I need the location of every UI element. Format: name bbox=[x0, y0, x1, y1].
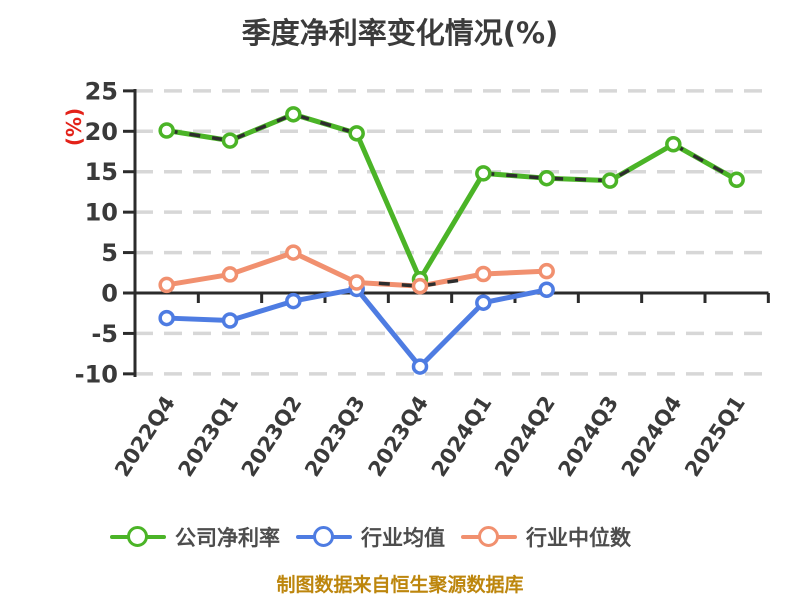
series-markers-1 bbox=[158, 280, 555, 375]
legend-label: 行业中位数 bbox=[526, 526, 631, 550]
grid-lines bbox=[135, 89, 769, 376]
legend-label: 行业均值 bbox=[361, 526, 445, 550]
svg-text:2024Q1: 2024Q1 bbox=[427, 392, 497, 481]
dashed-overlay-line bbox=[166, 112, 738, 288]
legend-item-0: 公司净利率 bbox=[110, 522, 280, 552]
data-source-note: 制图数据来自恒生聚源数据库 bbox=[276, 574, 524, 596]
svg-text:2024Q2: 2024Q2 bbox=[490, 392, 560, 481]
svg-text:2023Q1: 2023Q1 bbox=[174, 392, 244, 481]
svg-text:10: 10 bbox=[85, 199, 118, 227]
svg-text:2022Q4: 2022Q4 bbox=[110, 392, 180, 481]
svg-text:5: 5 bbox=[101, 239, 118, 267]
svg-text:20: 20 bbox=[85, 118, 118, 146]
y-tick-labels: 25 20 15 10 5 0 -5 -10 bbox=[75, 77, 118, 388]
legend-marker-icon bbox=[296, 525, 352, 549]
svg-text:2024Q4: 2024Q4 bbox=[617, 392, 687, 481]
chart-legend: 公司净利率 行业均值 行业中位数 bbox=[110, 518, 647, 556]
series-markers-0 bbox=[158, 106, 745, 288]
svg-text:15: 15 bbox=[85, 158, 118, 186]
y-axis-unit-label: (%) bbox=[62, 108, 86, 146]
svg-text:2025Q1: 2025Q1 bbox=[680, 392, 750, 481]
legend-item-2: 行业中位数 bbox=[461, 522, 631, 552]
legend-item-1: 行业均值 bbox=[296, 522, 445, 552]
svg-text:-10: -10 bbox=[75, 360, 118, 388]
series-markers-2 bbox=[158, 244, 555, 295]
legend-marker-icon bbox=[461, 525, 517, 549]
axes bbox=[123, 89, 770, 377]
svg-text:-5: -5 bbox=[91, 320, 118, 348]
chart-title: 季度净利率变化情况(%) bbox=[241, 16, 559, 50]
legend-label: 公司净利率 bbox=[175, 526, 280, 550]
svg-text:2023Q3: 2023Q3 bbox=[300, 392, 370, 481]
series-line-0 bbox=[164, 111, 740, 282]
svg-text:25: 25 bbox=[85, 77, 118, 105]
x-tick-labels: 2022Q42023Q12023Q22023Q32023Q42024Q12024… bbox=[110, 392, 750, 481]
svg-text:0: 0 bbox=[101, 280, 118, 308]
svg-text:2024Q3: 2024Q3 bbox=[554, 392, 624, 481]
legend-marker-icon bbox=[110, 525, 166, 549]
svg-text:2023Q2: 2023Q2 bbox=[237, 392, 307, 481]
svg-text:2023Q4: 2023Q4 bbox=[364, 392, 434, 481]
